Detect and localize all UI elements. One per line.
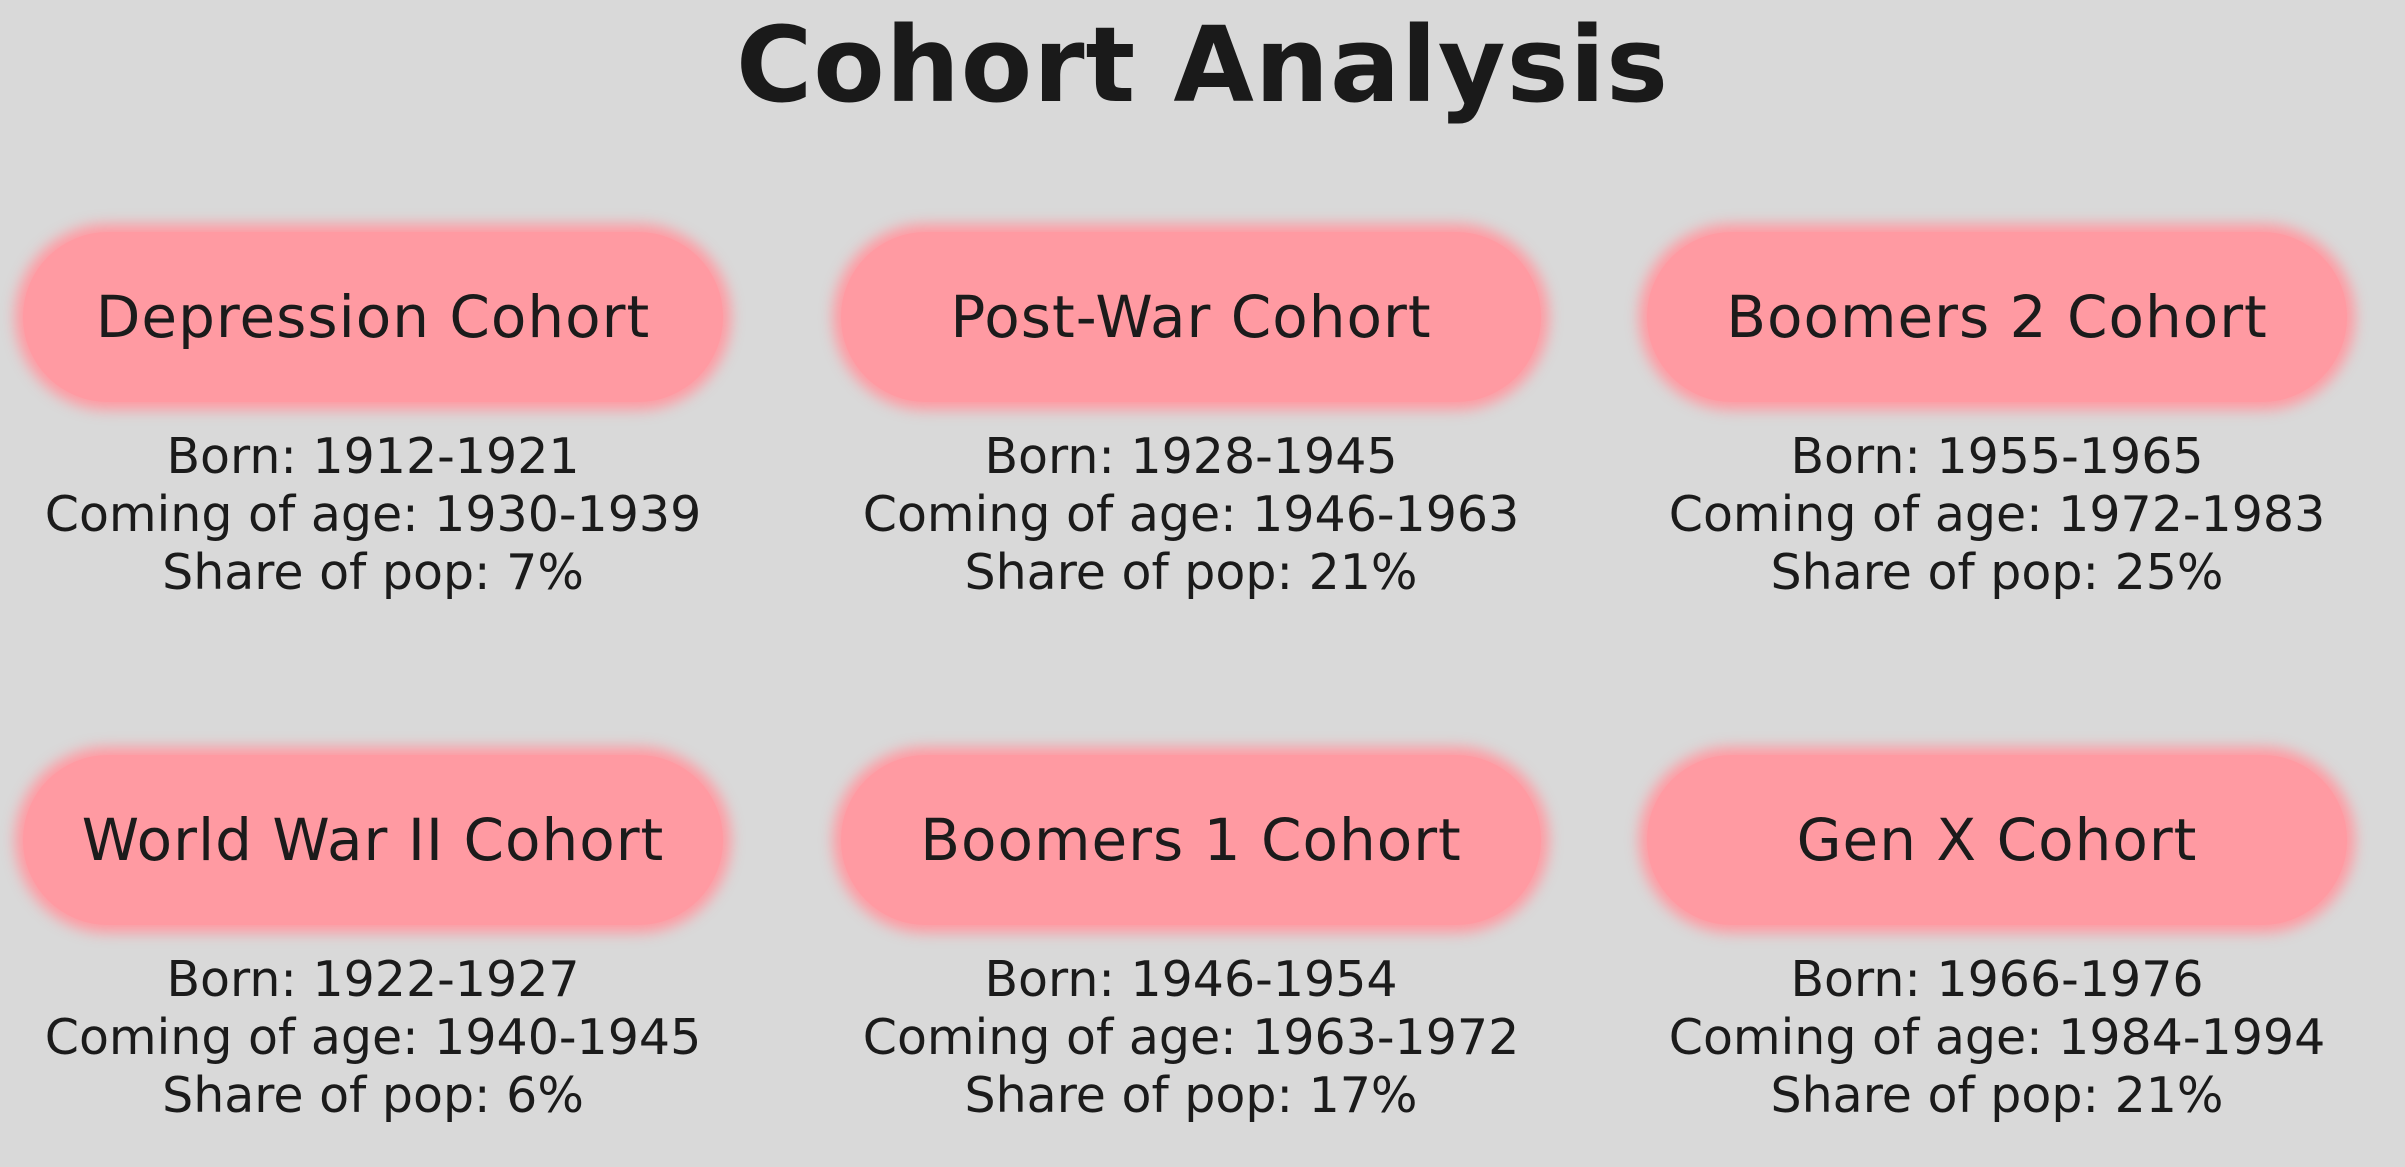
cohort-details: Born: 1946-1954 Coming of age: 1963-1972… <box>841 951 1541 1125</box>
coming-of-age-range: Coming of age: 1940-1945 <box>44 1009 702 1066</box>
coming-of-age-range: Coming of age: 1930-1939 <box>44 486 702 543</box>
born-range: Born: 1966-1976 <box>1790 951 2204 1008</box>
population-share: Share of pop: 7% <box>162 544 584 601</box>
coming-of-age-range: Coming of age: 1972-1983 <box>1668 486 2326 543</box>
cohort-card-boomers-2: Boomers 2 Cohort Born: 1955-1965 Coming … <box>1647 232 2347 602</box>
cohort-card-depression: Depression Cohort Born: 1912-1921 Coming… <box>23 232 723 602</box>
cohort-card-gen-x: Gen X Cohort Born: 1966-1976 Coming of a… <box>1647 755 2347 1125</box>
population-share: Share of pop: 25% <box>1770 544 2224 601</box>
coming-of-age-range: Coming of age: 1946-1963 <box>862 486 1520 543</box>
cohort-details: Born: 1912-1921 Coming of age: 1930-1939… <box>23 428 723 602</box>
cohort-card-world-war-ii: World War II Cohort Born: 1922-1927 Comi… <box>23 755 723 1125</box>
cohort-pill: Boomers 2 Cohort <box>1647 232 2347 402</box>
cohort-details: Born: 1955-1965 Coming of age: 1972-1983… <box>1647 428 2347 602</box>
cohort-name: Gen X Cohort <box>1796 806 2198 874</box>
cohort-pill: Post-War Cohort <box>841 232 1541 402</box>
cohort-name: Depression Cohort <box>95 283 651 351</box>
cohort-name: Boomers 1 Cohort <box>920 806 1462 874</box>
cohort-pill: Boomers 1 Cohort <box>841 755 1541 925</box>
born-range: Born: 1928-1945 <box>984 428 1398 485</box>
cohort-pill: World War II Cohort <box>23 755 723 925</box>
born-range: Born: 1946-1954 <box>984 951 1398 1008</box>
cohort-card-boomers-1: Boomers 1 Cohort Born: 1946-1954 Coming … <box>841 755 1541 1125</box>
population-share: Share of pop: 21% <box>964 544 1418 601</box>
born-range: Born: 1912-1921 <box>166 428 580 485</box>
cohort-details: Born: 1922-1927 Coming of age: 1940-1945… <box>23 951 723 1125</box>
cohort-details: Born: 1966-1976 Coming of age: 1984-1994… <box>1647 951 2347 1125</box>
cohort-pill: Depression Cohort <box>23 232 723 402</box>
born-range: Born: 1922-1927 <box>166 951 580 1008</box>
cohort-card-post-war: Post-War Cohort Born: 1928-1945 Coming o… <box>841 232 1541 602</box>
population-share: Share of pop: 6% <box>162 1067 584 1124</box>
page-title: Cohort Analysis <box>735 4 1670 126</box>
population-share: Share of pop: 17% <box>964 1067 1418 1124</box>
population-share: Share of pop: 21% <box>1770 1067 2224 1124</box>
coming-of-age-range: Coming of age: 1984-1994 <box>1668 1009 2326 1066</box>
cohort-details: Born: 1928-1945 Coming of age: 1946-1963… <box>841 428 1541 602</box>
cohort-pill: Gen X Cohort <box>1647 755 2347 925</box>
cohort-name: Boomers 2 Cohort <box>1726 283 2268 351</box>
coming-of-age-range: Coming of age: 1963-1972 <box>862 1009 1520 1066</box>
cohort-name: World War II Cohort <box>81 806 665 874</box>
cohort-name: Post-War Cohort <box>950 283 1432 351</box>
born-range: Born: 1955-1965 <box>1790 428 2204 485</box>
